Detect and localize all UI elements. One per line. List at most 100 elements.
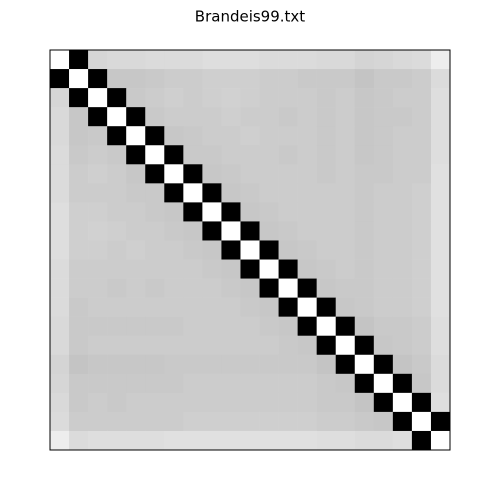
heatmap-cell — [411, 297, 432, 317]
heatmap-cell — [278, 107, 298, 127]
heatmap-cell — [335, 373, 356, 394]
heatmap-cell — [430, 50, 451, 70]
heatmap-cell — [107, 240, 127, 260]
heatmap-cell — [297, 107, 317, 127]
heatmap-cell — [373, 297, 394, 317]
heatmap-cell — [50, 259, 70, 279]
heatmap-cell — [88, 354, 108, 375]
heatmap-cell — [430, 69, 451, 89]
heatmap-cell — [354, 50, 375, 70]
heatmap-cell — [335, 316, 356, 337]
heatmap-cell — [145, 335, 165, 356]
heatmap-cell — [88, 373, 108, 394]
heatmap-cell — [88, 183, 108, 203]
heatmap-cell — [164, 354, 184, 375]
heatmap-cell — [126, 164, 146, 184]
heatmap-cell — [335, 69, 356, 89]
heatmap-cell — [316, 411, 337, 432]
heatmap-cell — [411, 202, 432, 222]
heatmap-cell — [126, 373, 146, 394]
heatmap-cell — [373, 240, 394, 260]
heatmap-cell — [278, 392, 298, 413]
heatmap-cell — [107, 316, 127, 337]
heatmap-cell — [335, 411, 356, 432]
heatmap-cell — [107, 50, 127, 70]
heatmap-cell — [164, 164, 184, 184]
heatmap-cell — [411, 107, 432, 127]
heatmap-cell — [183, 221, 203, 241]
heatmap-cell — [69, 373, 89, 394]
heatmap-cell — [164, 411, 184, 432]
heatmap-cell — [430, 316, 451, 337]
heatmap-cell — [373, 335, 394, 356]
heatmap-cell — [335, 50, 356, 70]
heatmap-cell — [88, 240, 108, 260]
heatmap-cell — [354, 164, 375, 184]
heatmap-cell — [297, 335, 317, 356]
heatmap-cell — [126, 259, 146, 279]
heatmap-cell — [202, 430, 222, 451]
heatmap-cell — [316, 69, 337, 89]
heatmap-cell — [373, 202, 394, 222]
heatmap-cell — [145, 202, 165, 222]
heatmap-cell — [88, 145, 108, 165]
heatmap-cell — [316, 354, 337, 375]
heatmap-cell — [297, 430, 317, 451]
heatmap-cell — [107, 411, 127, 432]
heatmap-cell — [240, 69, 260, 89]
heatmap-cell — [50, 164, 70, 184]
heatmap-cell — [354, 430, 375, 451]
heatmap-cell — [50, 126, 70, 146]
heatmap-cell — [126, 240, 146, 260]
heatmap-cell — [259, 297, 279, 317]
heatmap-cell — [202, 88, 222, 108]
heatmap-cell — [297, 373, 317, 394]
heatmap-cell — [316, 88, 337, 108]
heatmap-cell — [411, 164, 432, 184]
heatmap-cell — [240, 126, 260, 146]
heatmap-cell — [373, 278, 394, 298]
heatmap-cell — [164, 240, 184, 260]
heatmap-cell — [126, 278, 146, 298]
heatmap-cell — [107, 335, 127, 356]
heatmap-cell — [411, 354, 432, 375]
heatmap-cell — [354, 297, 375, 317]
heatmap-cell — [354, 240, 375, 260]
heatmap-cell — [183, 430, 203, 451]
heatmap-cell — [411, 278, 432, 298]
heatmap-cell — [202, 107, 222, 127]
heatmap-cell — [297, 316, 317, 337]
heatmap-cell — [240, 259, 260, 279]
heatmap-cell — [373, 392, 394, 413]
heatmap-cell — [107, 259, 127, 279]
heatmap-cell — [183, 202, 203, 222]
heatmap-cell — [278, 240, 298, 260]
heatmap-cell — [335, 183, 356, 203]
heatmap-cell — [145, 69, 165, 89]
heatmap-cell — [278, 50, 298, 70]
heatmap-cell — [164, 50, 184, 70]
heatmap-cell — [297, 240, 317, 260]
heatmap-cell — [373, 221, 394, 241]
heatmap-cell — [202, 126, 222, 146]
heatmap-cell — [278, 278, 298, 298]
heatmap-cell — [145, 297, 165, 317]
heatmap-cell — [202, 164, 222, 184]
heatmap-cell — [202, 145, 222, 165]
heatmap-cell — [335, 107, 356, 127]
heatmap-cell — [411, 316, 432, 337]
heatmap-cell — [392, 221, 413, 241]
heatmap-cell — [297, 278, 317, 298]
heatmap-cell — [259, 335, 279, 356]
heatmap-cell — [107, 107, 127, 127]
heatmap-cell — [259, 221, 279, 241]
heatmap-cell — [316, 316, 337, 337]
heatmap-cell — [107, 202, 127, 222]
heatmap-cell — [430, 126, 451, 146]
heatmap-cell — [297, 145, 317, 165]
heatmap-cell — [354, 126, 375, 146]
heatmap-cell — [107, 126, 127, 146]
heatmap-cell — [373, 107, 394, 127]
heatmap-cell — [164, 316, 184, 337]
heatmap-cell — [145, 221, 165, 241]
